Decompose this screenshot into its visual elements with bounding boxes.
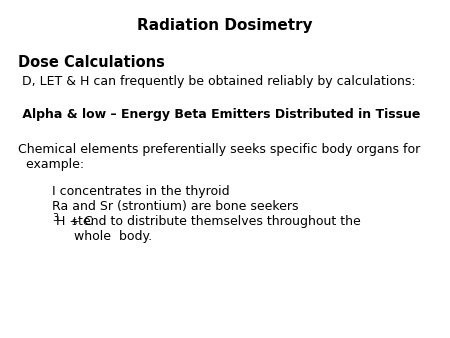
Text: H + C: H + C (56, 215, 93, 228)
Text: s: s (71, 217, 76, 227)
Text: Chemical elements preferentially seeks specific body organs for
  example:: Chemical elements preferentially seeks s… (18, 143, 420, 171)
Text: D, LET & H can frequently be obtained reliably by calculations:: D, LET & H can frequently be obtained re… (18, 75, 416, 88)
Text: I concentrates in the thyroid: I concentrates in the thyroid (52, 185, 230, 198)
Text: Ra and Sr (strontium) are bone seekers: Ra and Sr (strontium) are bone seekers (52, 200, 298, 213)
Text: 3: 3 (52, 213, 58, 223)
Text: tend to distribute themselves throughout the
whole  body.: tend to distribute themselves throughout… (74, 215, 360, 243)
Text: Alpha & low – Energy Beta Emitters Distributed in Tissue: Alpha & low – Energy Beta Emitters Distr… (18, 108, 420, 121)
Text: Radiation Dosimetry: Radiation Dosimetry (137, 18, 313, 33)
Text: Dose Calculations: Dose Calculations (18, 55, 165, 70)
